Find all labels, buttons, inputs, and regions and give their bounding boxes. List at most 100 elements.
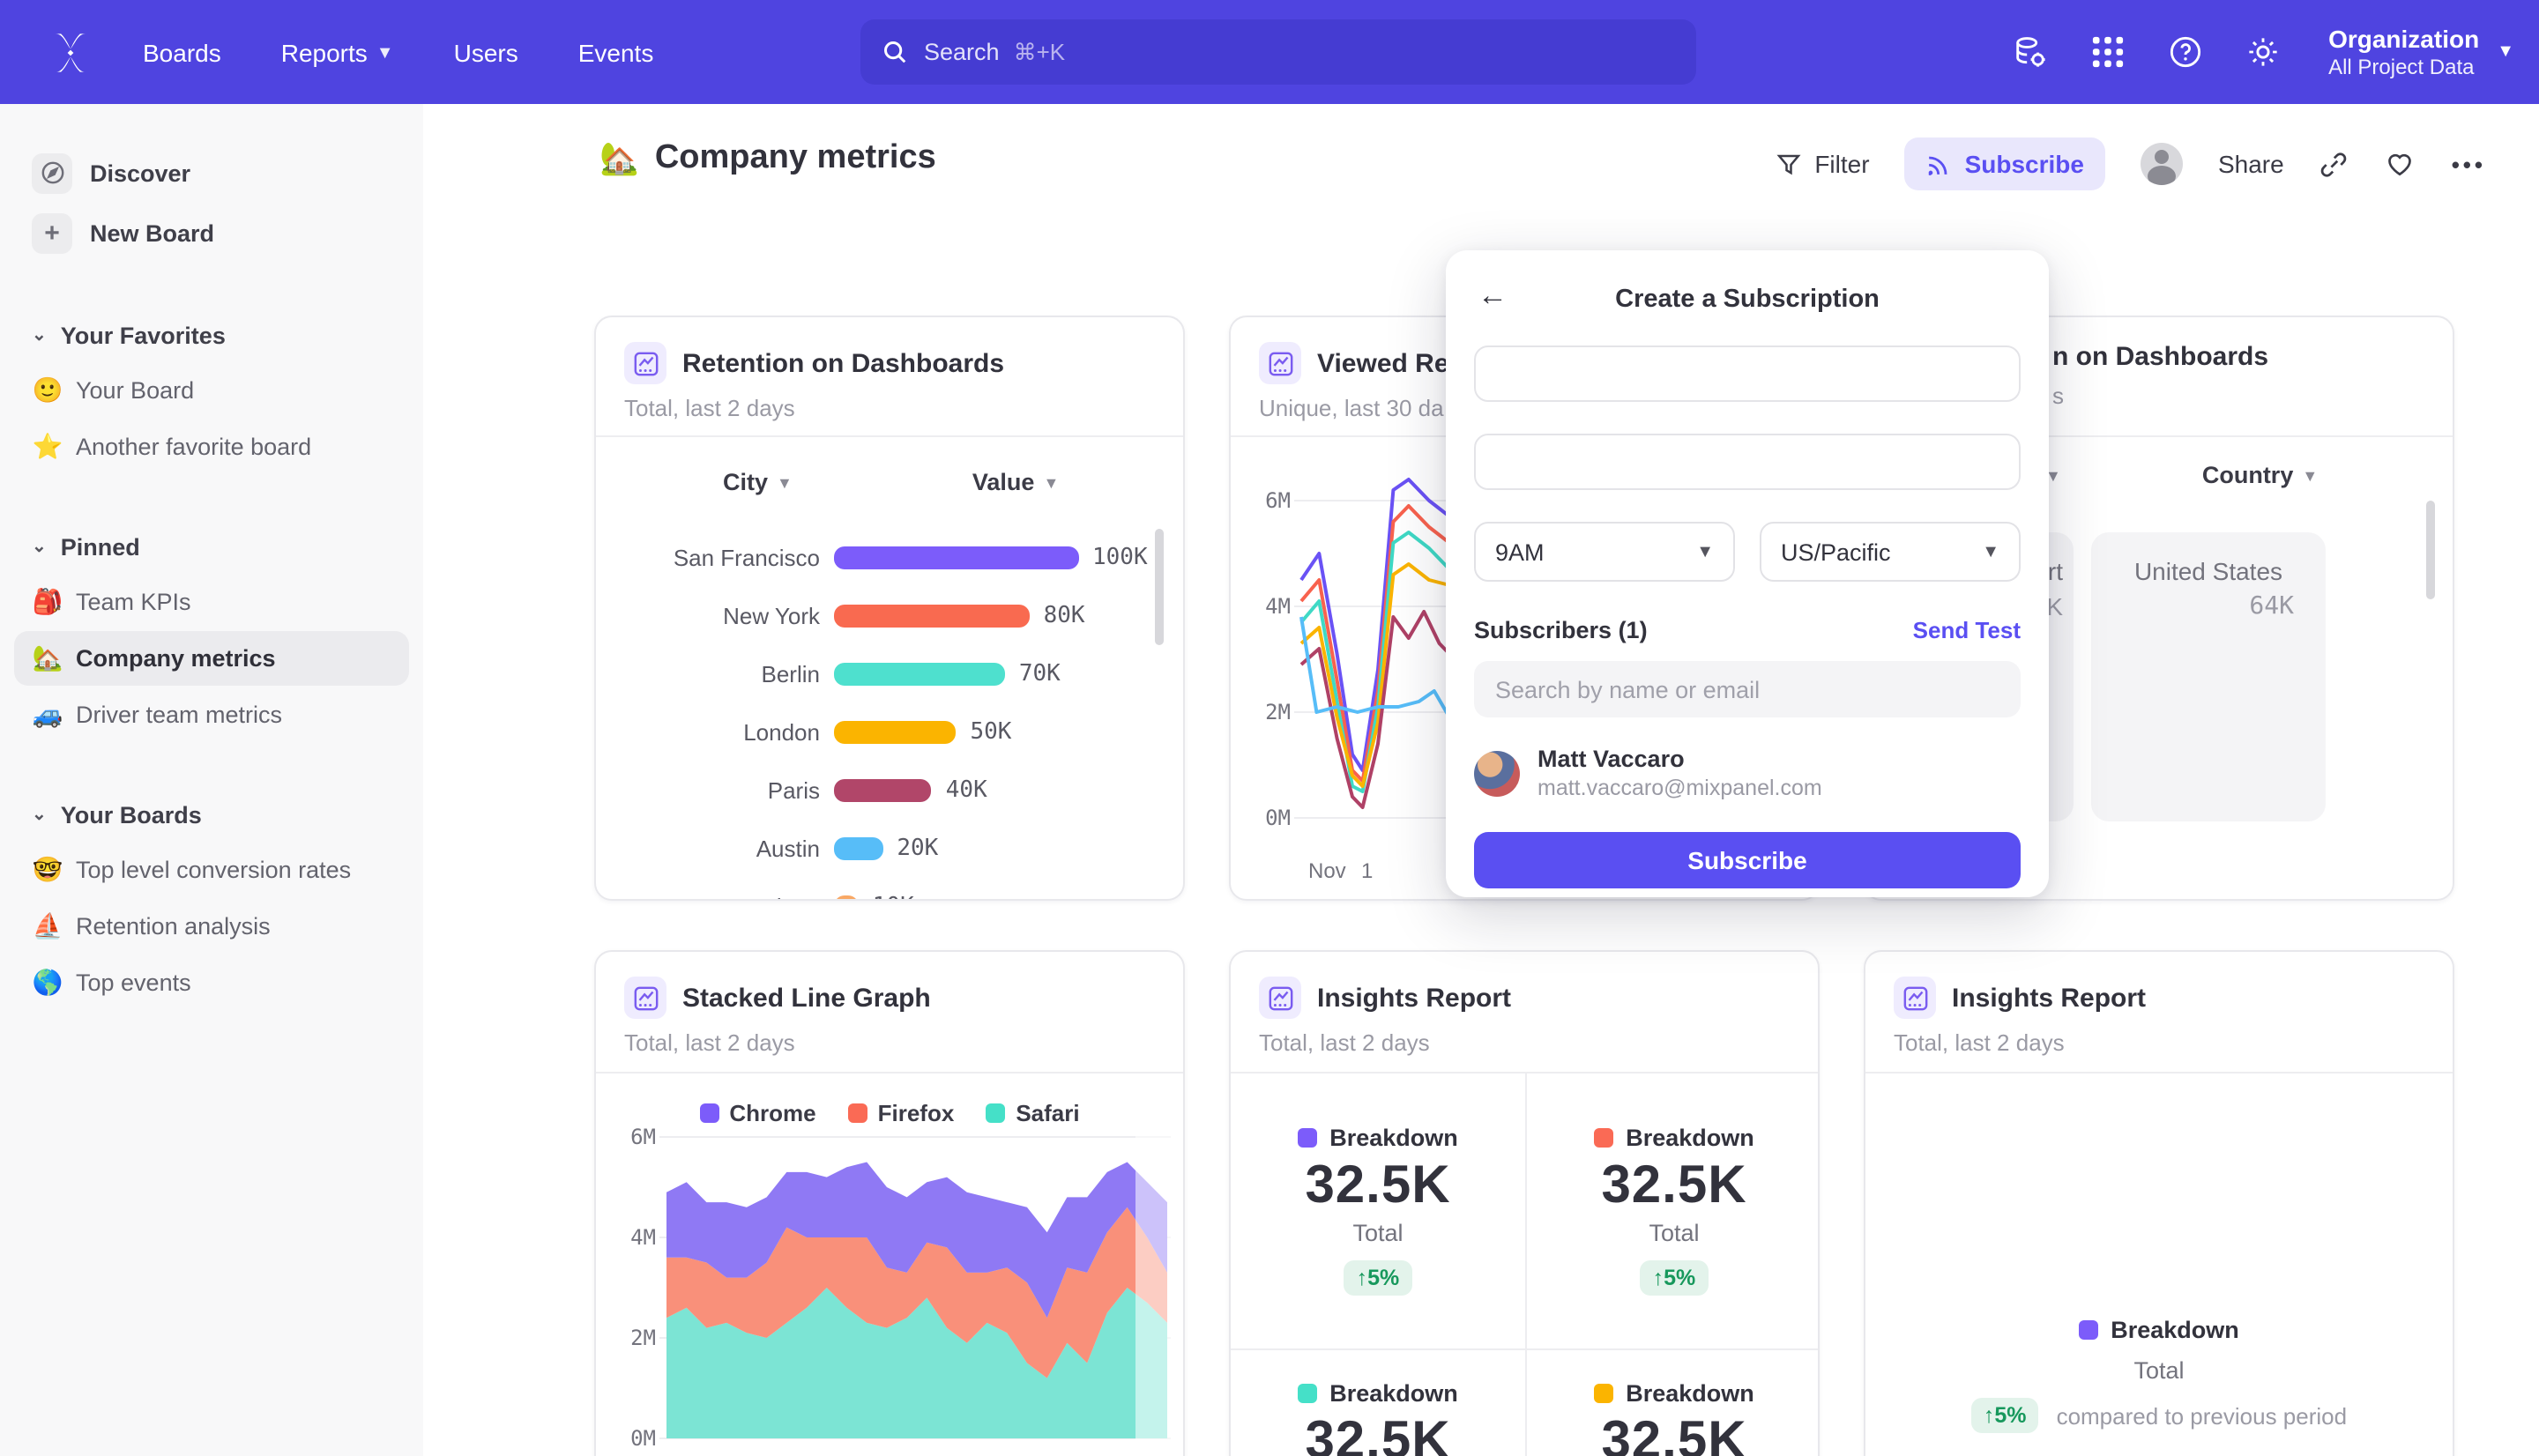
sidebar-item-team-kpis[interactable]: 🎒 Team KPIs bbox=[32, 587, 191, 615]
cell-value: 64K bbox=[2249, 592, 2294, 620]
board-emoji: 🏡 bbox=[599, 140, 639, 175]
chart-legend: Chrome Firefox Safari bbox=[596, 1100, 1183, 1126]
report-chart-icon bbox=[624, 977, 666, 1019]
org-project-switcher[interactable]: Organization All Project Data ▼ bbox=[2328, 24, 2514, 80]
sidebar-item-new-board[interactable]: + New Board bbox=[0, 203, 423, 263]
card-title: Viewed Re bbox=[1317, 348, 1449, 378]
help-icon[interactable] bbox=[2166, 33, 2205, 71]
metric-value: 32.5K bbox=[1601, 1156, 1747, 1215]
apps-grid-icon[interactable] bbox=[2089, 33, 2127, 71]
cell-country: United States bbox=[2133, 557, 2283, 585]
metric-value: 32.5K bbox=[1305, 1156, 1451, 1215]
board-header: 🏡 Company metrics Filter Subscribe Sh bbox=[423, 104, 2539, 227]
card-insights-report-single: Insights Report Total, last 2 days Break… bbox=[1864, 950, 2454, 1456]
subscribe-button[interactable]: Subscribe bbox=[1904, 137, 2105, 190]
report-chart-icon bbox=[624, 342, 666, 384]
bar-row-austin: Austin 20K bbox=[756, 836, 939, 862]
metric-label: Breakdown bbox=[1329, 1125, 1458, 1151]
card-title: Retention on Dashboards bbox=[682, 348, 1005, 378]
board-emoji: 🚙 bbox=[32, 700, 63, 728]
nav-item-users[interactable]: Users bbox=[453, 38, 518, 66]
bar-row-new-york: New York 80K bbox=[723, 603, 1085, 629]
scrollbar-thumb[interactable] bbox=[2426, 501, 2435, 599]
legend-swatch bbox=[2079, 1320, 2099, 1340]
sidebar-item-driver-team-metrics[interactable]: 🚙 Driver team metrics bbox=[32, 700, 283, 728]
sidebar-item-company-metrics[interactable]: 🏡 Company metrics bbox=[14, 631, 409, 686]
legend-swatch bbox=[1298, 1128, 1318, 1148]
bar-row-london: London 50K bbox=[743, 719, 1012, 746]
metric-label: Breakdown bbox=[1329, 1379, 1458, 1406]
back-arrow-button[interactable]: ← bbox=[1478, 279, 1508, 312]
report-chart-icon bbox=[1259, 977, 1301, 1019]
board-emoji: 🏡 bbox=[32, 643, 63, 672]
board-emoji: 🤓 bbox=[32, 855, 63, 883]
sidebar-item-label: New Board bbox=[90, 219, 215, 246]
sidebar-item-top-level-conversion-rates[interactable]: 🤓 Top level conversion rates bbox=[32, 855, 352, 883]
x-axis-tick: 1 bbox=[1361, 858, 1374, 883]
bar-row-barcelona: Barcelona10K bbox=[596, 878, 1183, 899]
nav-item-reports[interactable]: Reports ▼ bbox=[280, 38, 394, 66]
user-avatar[interactable] bbox=[2140, 143, 2183, 185]
sidebar-item-retention-analysis[interactable]: ⛵ Retention analysis bbox=[32, 911, 271, 940]
share-button[interactable]: Share bbox=[2217, 150, 2284, 178]
channel-tabs bbox=[1474, 345, 2021, 402]
timezone-select[interactable]: US/Pacific ▼ bbox=[1760, 522, 2021, 582]
sort-header-value[interactable]: Value ▼ bbox=[972, 469, 1060, 495]
board-emoji: ⭐ bbox=[32, 432, 63, 460]
filter-button[interactable]: Filter bbox=[1776, 150, 1870, 178]
sidebar-item-your-board[interactable]: 🙂 Your Board bbox=[32, 375, 195, 404]
metric-label: Breakdown bbox=[1626, 1125, 1754, 1151]
chevron-down-icon: ▼ bbox=[2497, 42, 2514, 62]
card-insights-report-grid: Insights Report Total, last 2 days Break… bbox=[1229, 950, 1820, 1456]
send-test-link[interactable]: Send Test bbox=[1912, 617, 2021, 643]
scrollbar-thumb[interactable] bbox=[1155, 529, 1164, 645]
favorite-heart-button[interactable] bbox=[2385, 148, 2416, 180]
legend-swatch bbox=[1298, 1383, 1318, 1402]
page-title: Company metrics bbox=[654, 139, 936, 176]
sidebar-item-label: Discover bbox=[90, 160, 191, 186]
legend-swatch bbox=[986, 1103, 1006, 1123]
subscribers-label: Subscribers (1) bbox=[1474, 617, 1648, 643]
card-title: Insights Report bbox=[1952, 983, 2147, 1013]
subscriber-search-input[interactable]: Search by name or email bbox=[1474, 661, 2021, 717]
sidebar-item-top-events[interactable]: 🌎 Top events bbox=[32, 968, 191, 996]
sidebar-section-your-favorites[interactable]: ⌄ Your Favorites bbox=[32, 322, 226, 348]
sidebar-item-another-favorite-board[interactable]: ⭐ Another favorite board bbox=[32, 432, 312, 460]
heart-icon bbox=[2388, 153, 2412, 176]
nav-item-events[interactable]: Events bbox=[577, 38, 654, 66]
card-title: Stacked Line Graph bbox=[682, 983, 931, 1013]
sidebar-section-your-boards[interactable]: ⌄ Your Boards bbox=[32, 801, 202, 828]
sort-header-city[interactable]: City ▼ bbox=[723, 469, 793, 495]
legend-swatch bbox=[699, 1103, 719, 1123]
svg-text:6M: 6M bbox=[1265, 488, 1291, 513]
card-subtitle: s bbox=[2052, 383, 2064, 409]
subscriber-email: matt.vaccaro@mixpanel.com bbox=[1538, 776, 1822, 800]
chevron-down-icon: ▼ bbox=[376, 44, 394, 63]
modal-subscribe-button[interactable]: Subscribe bbox=[1474, 832, 2021, 888]
more-options-button[interactable]: ••• bbox=[2451, 151, 2486, 177]
metric-label: Breakdown bbox=[1626, 1379, 1754, 1406]
metric-single: Breakdown Total ↑5% compared to previous… bbox=[1865, 1287, 2453, 1456]
rss-icon bbox=[1929, 155, 1947, 175]
copy-link-button[interactable] bbox=[2319, 149, 2349, 179]
legend-swatch bbox=[1594, 1128, 1614, 1148]
report-chart-icon bbox=[1894, 977, 1936, 1019]
card-subtitle: Total, last 2 days bbox=[624, 1029, 795, 1056]
nav-menu: Boards Reports ▼ Users Events bbox=[143, 38, 713, 66]
sidebar-item-discover[interactable]: Discover bbox=[0, 143, 423, 203]
time-select[interactable]: 9AM ▼ bbox=[1474, 522, 1735, 582]
subscriber-row[interactable]: Matt Vaccaro matt.vaccaro@mixpanel.com bbox=[1474, 746, 2021, 800]
sort-header-left-fragment[interactable]: ▼ bbox=[2045, 466, 2061, 484]
svg-text:4M: 4M bbox=[630, 1225, 656, 1250]
board-emoji: 🎒 bbox=[32, 587, 63, 615]
nav-item-boards[interactable]: Boards bbox=[143, 38, 221, 66]
subscriber-avatar bbox=[1474, 750, 1520, 796]
sort-header-country[interactable]: Country ▼ bbox=[2201, 462, 2319, 488]
search-input[interactable]: Search ⌘+K bbox=[860, 19, 1696, 85]
legend-swatch bbox=[847, 1103, 867, 1123]
subscriber-name: Matt Vaccaro bbox=[1538, 746, 1685, 772]
mixpanel-logo-icon[interactable] bbox=[48, 29, 93, 75]
data-management-icon[interactable] bbox=[2011, 33, 2050, 71]
settings-gear-icon[interactable] bbox=[2244, 33, 2282, 71]
sidebar-section-pinned[interactable]: ⌄ Pinned bbox=[32, 533, 140, 560]
